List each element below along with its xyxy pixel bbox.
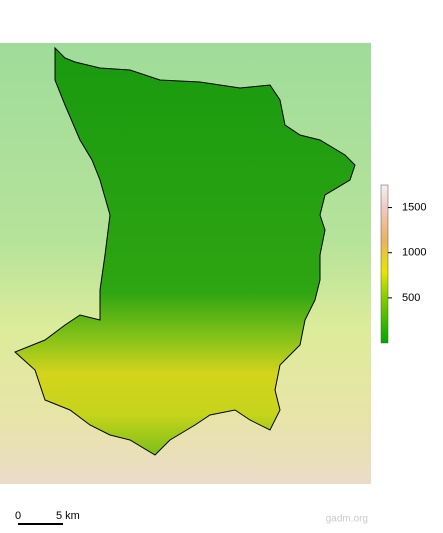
colorbar-tick-label: 500 xyxy=(402,292,420,304)
scale-label: 5 km xyxy=(56,510,80,522)
colorbar xyxy=(380,184,389,344)
credit: gadm.org xyxy=(326,514,368,525)
scale-label: 0 xyxy=(15,510,21,522)
colorbar-tick-label: 1500 xyxy=(402,201,426,213)
region xyxy=(14,46,356,456)
colorbar-tick-label: 1000 xyxy=(402,247,426,259)
